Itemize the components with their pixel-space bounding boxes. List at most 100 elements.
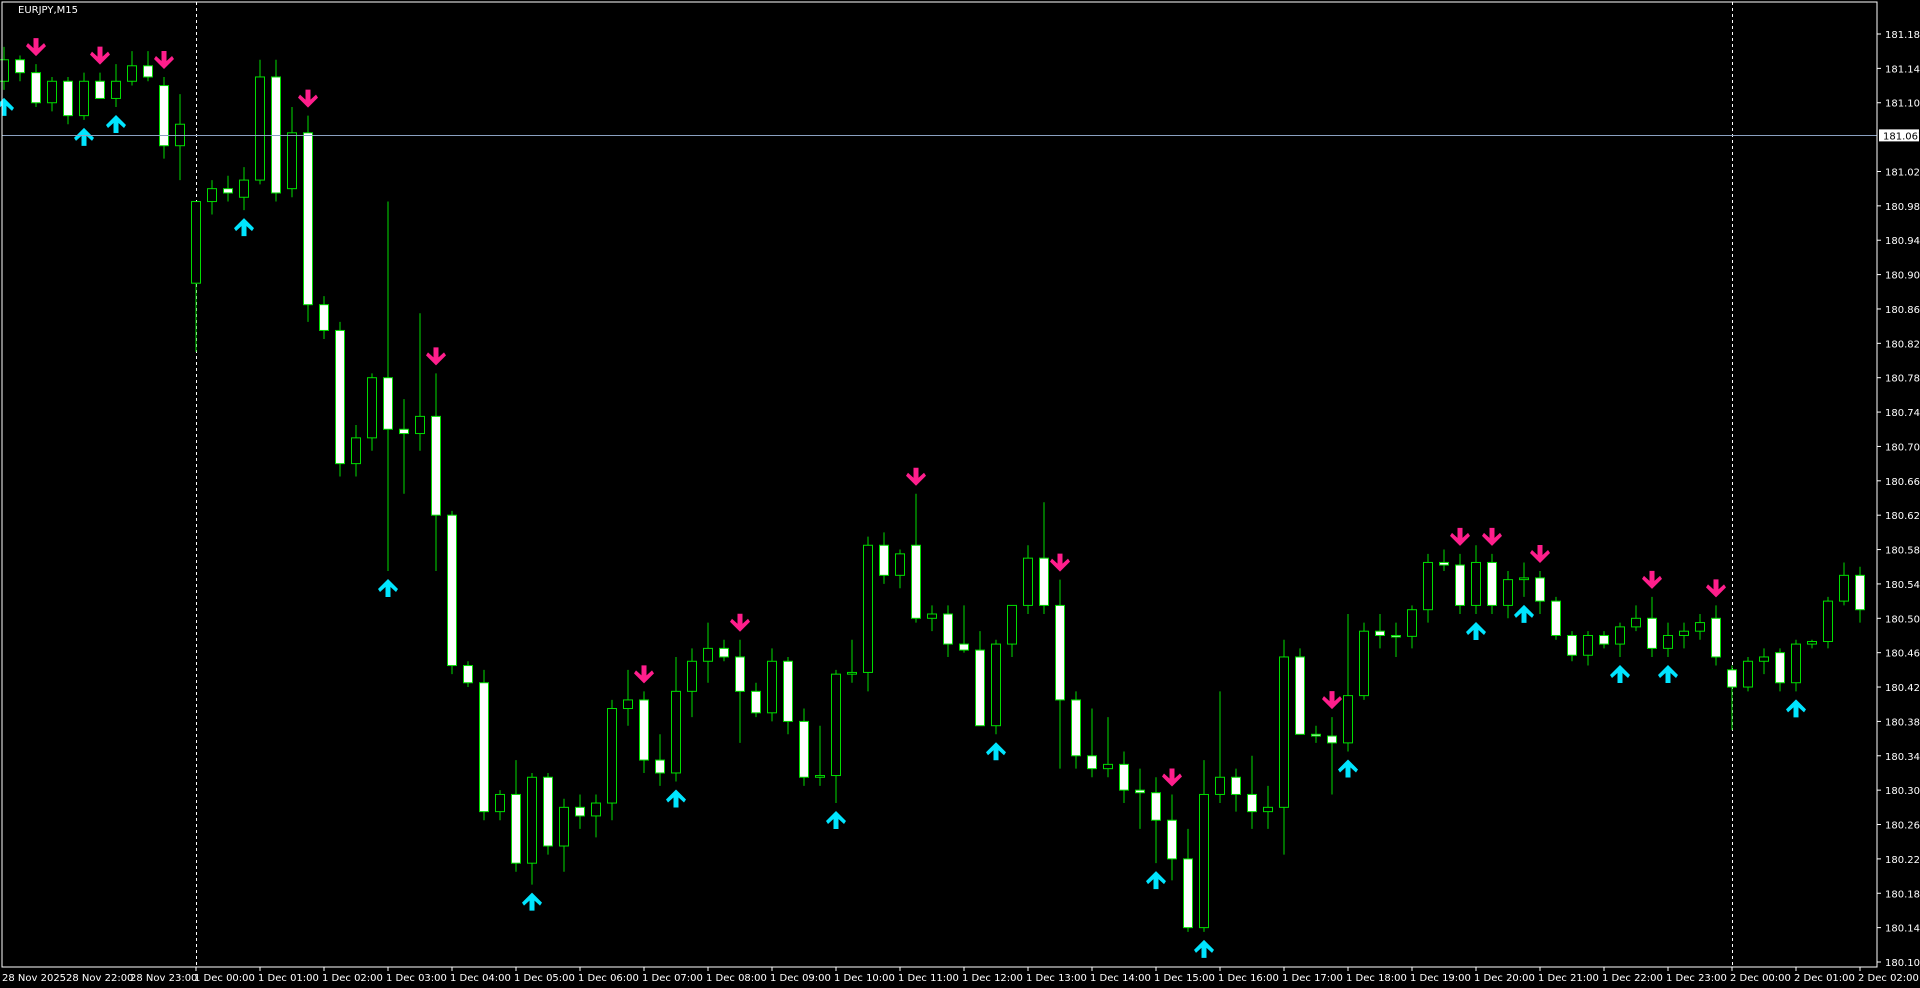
candle-body-bull <box>0 59 9 82</box>
candle <box>1551 596 1561 640</box>
candle-body-bull <box>1359 630 1369 697</box>
candle-body-bull <box>1503 579 1513 606</box>
buy-arrow-icon <box>234 218 254 237</box>
price-label: 180.185 <box>1885 889 1920 900</box>
candle-body-bear <box>159 85 169 147</box>
time-label: 1 Dec 19:00 <box>1410 973 1471 984</box>
candle <box>927 605 937 632</box>
candle-body-bear <box>1327 735 1337 744</box>
candle <box>1263 785 1273 829</box>
candle <box>1391 622 1401 657</box>
candle <box>655 734 665 786</box>
candle-body-bear <box>399 428 409 435</box>
candle <box>207 180 217 215</box>
candle-body-bull <box>175 123 185 147</box>
candle <box>943 605 953 657</box>
candle <box>1071 691 1081 769</box>
candle <box>1583 631 1593 666</box>
candle-body-bull <box>351 437 361 465</box>
candle <box>255 59 265 185</box>
candle <box>1407 605 1417 649</box>
candle-body-bull <box>1023 557 1033 606</box>
candle <box>1727 665 1737 730</box>
candle-body-bear <box>655 759 665 774</box>
candle-body-bear <box>943 613 953 645</box>
candle-body-bull <box>1631 617 1641 628</box>
time-label: 1 Dec 10:00 <box>834 973 895 984</box>
candle <box>1327 717 1337 795</box>
price-label: 180.585 <box>1885 546 1920 557</box>
candle <box>1279 639 1289 855</box>
sell-arrow-icon <box>1162 768 1182 787</box>
candle-body-bull <box>815 775 825 778</box>
candle-body-bear <box>1535 577 1545 602</box>
candle-body-bear <box>543 776 553 847</box>
price-label: 180.385 <box>1885 717 1920 728</box>
candle-body-bear <box>431 415 441 516</box>
time-label: 2 Dec 01:00 <box>1794 973 1855 984</box>
candle-body-bear <box>1727 669 1737 688</box>
candle <box>1359 622 1369 700</box>
candle <box>399 399 409 494</box>
candle <box>143 51 153 82</box>
sell-arrow-icon <box>426 347 446 366</box>
candle-body-bear <box>1295 656 1305 735</box>
candle <box>735 639 745 743</box>
candle-body-bull <box>255 76 265 181</box>
candle <box>1663 622 1673 657</box>
candle-body-bull <box>991 643 1001 727</box>
candle-body-bull <box>623 699 633 710</box>
candle <box>223 175 233 202</box>
candle <box>959 605 969 653</box>
candle-body-bear <box>639 699 649 761</box>
candle-body-bear <box>735 656 745 692</box>
buy-arrow-icon <box>0 97 14 116</box>
candle <box>639 691 649 773</box>
candle <box>1535 571 1545 614</box>
candle-body-bear <box>879 544 889 576</box>
buy-arrow-icon <box>1146 871 1166 890</box>
candle-body-bear <box>1167 819 1177 860</box>
candle <box>1183 828 1193 932</box>
sell-arrow-icon <box>1706 579 1726 598</box>
candle-body-bear <box>1391 634 1401 638</box>
candle-body-bull <box>847 671 857 675</box>
candle-body-bear <box>1247 793 1257 813</box>
time-label: 2 Dec 00:00 <box>1730 973 1791 984</box>
candle <box>63 76 73 125</box>
candle-body-bear <box>1567 634 1577 656</box>
candle <box>1711 605 1721 666</box>
candle <box>1743 656 1753 692</box>
candle <box>367 373 377 451</box>
candle <box>575 794 585 829</box>
candle <box>1135 768 1145 829</box>
sell-arrow-icon <box>1050 553 1070 572</box>
candle <box>447 510 457 675</box>
candle-body-bull <box>671 690 681 774</box>
buy-arrow-icon <box>666 789 686 808</box>
candle-body-bear <box>751 690 761 714</box>
candle <box>271 59 281 202</box>
candle-body-bear <box>1455 564 1465 606</box>
price-label: 180.505 <box>1885 614 1920 625</box>
sell-arrow-icon <box>1530 545 1550 564</box>
candle-body-bear <box>1551 600 1561 636</box>
candle <box>159 76 169 159</box>
candle-body-bull <box>1663 634 1673 649</box>
time-label: 2 Dec 02:00 <box>1858 973 1919 984</box>
candle-body-bear <box>1119 763 1129 791</box>
candle <box>1087 708 1097 778</box>
buy-arrow-icon <box>1338 759 1358 778</box>
candle-body-bull <box>703 647 713 662</box>
sell-arrow-icon <box>634 665 654 684</box>
time-label: 1 Dec 05:00 <box>514 973 575 984</box>
candle-body-bear <box>63 80 73 117</box>
candle-body-bull <box>79 80 89 117</box>
candle <box>1855 566 1865 623</box>
candle <box>0 46 9 90</box>
candle <box>1215 691 1225 804</box>
candle <box>1231 768 1241 812</box>
candle <box>1295 648 1305 735</box>
